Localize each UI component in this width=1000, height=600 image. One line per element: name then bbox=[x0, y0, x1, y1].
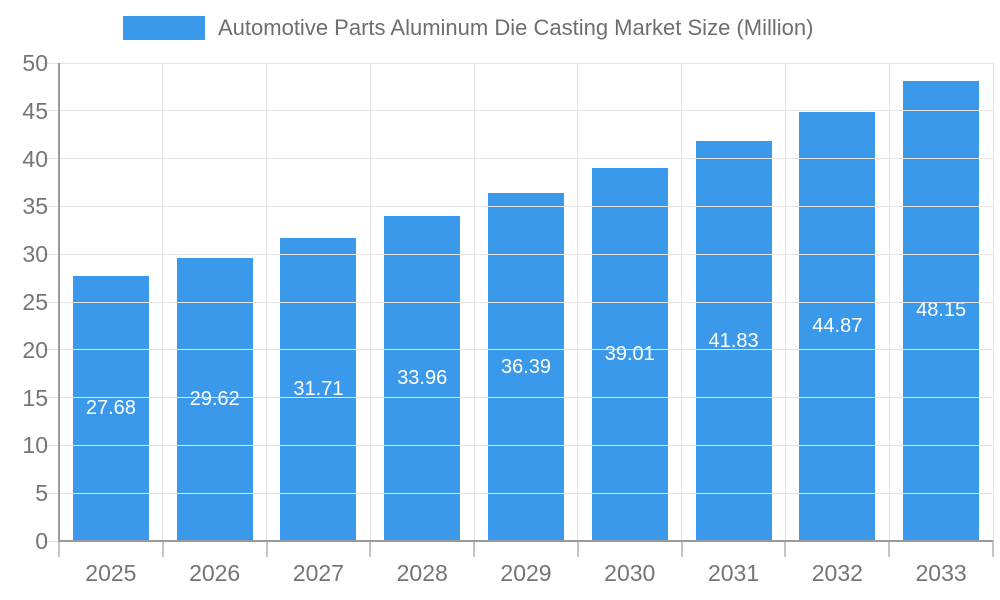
x-axis-tick-label: 2029 bbox=[500, 560, 552, 586]
h-gridline bbox=[43, 349, 993, 351]
h-gridline bbox=[43, 253, 993, 255]
bar-2028: 33.96 bbox=[384, 216, 461, 540]
h-gridline bbox=[43, 158, 993, 160]
bar-2031: 41.83 bbox=[695, 141, 772, 540]
h-gridline bbox=[43, 444, 993, 446]
bar-value-label: 29.62 bbox=[189, 387, 240, 410]
v-gridline bbox=[369, 63, 371, 541]
x-axis-tick-label: 2027 bbox=[292, 560, 345, 586]
bar-2029: 36.39 bbox=[488, 193, 564, 540]
x-axis-tick-label: 2031 bbox=[707, 560, 760, 586]
x-axis-tick-label: 2033 bbox=[915, 560, 967, 586]
x-axis-tick-label: 2028 bbox=[396, 560, 448, 586]
legend-swatch-icon bbox=[123, 16, 205, 40]
y-axis-tick-label: 0 bbox=[35, 528, 48, 554]
y-axis-line bbox=[58, 63, 60, 542]
x-axis-tick bbox=[369, 541, 372, 557]
y-axis-tick-label: 10 bbox=[22, 432, 48, 459]
bar-value-label: 27.68 bbox=[85, 397, 136, 420]
v-gridline bbox=[577, 63, 579, 541]
bar-value-label: 31.71 bbox=[293, 377, 344, 400]
bar-2033: 48.15 bbox=[903, 80, 980, 540]
bar-2026: 29.62 bbox=[176, 257, 253, 540]
v-gridline bbox=[162, 63, 164, 541]
x-axis-line bbox=[59, 540, 993, 542]
y-axis-tick-label: 15 bbox=[22, 384, 48, 411]
x-axis-tick bbox=[784, 541, 787, 557]
y-axis-tick-label: 50 bbox=[22, 50, 48, 76]
x-axis-tick bbox=[473, 541, 476, 557]
chart-legend[interactable]: Automotive Parts Aluminum Die Casting Ma… bbox=[123, 15, 813, 41]
x-axis-tick bbox=[58, 541, 60, 557]
bar-value-label: 48.15 bbox=[916, 299, 967, 322]
h-gridline bbox=[43, 110, 993, 112]
bar-value-label: 41.83 bbox=[708, 329, 759, 352]
h-gridline bbox=[43, 205, 993, 207]
y-axis-tick-label: 40 bbox=[22, 145, 48, 172]
x-axis-tick bbox=[265, 541, 268, 557]
x-axis-tick bbox=[680, 541, 683, 557]
v-gridline bbox=[784, 63, 786, 541]
y-axis-tick-label: 5 bbox=[35, 480, 48, 507]
chart-title: Automotive Parts Aluminum Die Casting Ma… bbox=[218, 15, 814, 40]
x-axis-tick bbox=[161, 541, 164, 557]
x-axis-tick-label: 2026 bbox=[189, 560, 241, 586]
v-gridline bbox=[681, 63, 683, 541]
y-axis-tick-label: 20 bbox=[22, 336, 48, 363]
x-axis-tick bbox=[576, 541, 579, 557]
bar-2030: 39.01 bbox=[591, 168, 668, 540]
bar-value-label: 33.96 bbox=[397, 367, 448, 390]
h-gridline bbox=[43, 62, 993, 64]
v-gridline bbox=[473, 63, 475, 541]
bar-value-label: 39.01 bbox=[604, 343, 655, 366]
v-gridline bbox=[992, 63, 994, 541]
plot-area: 27.68 29.62 31.71 33.96 36.39 39.01 41.83 44.87… bbox=[59, 63, 993, 541]
bar-2032: 44.87 bbox=[799, 112, 876, 540]
h-gridline bbox=[43, 492, 993, 494]
h-gridline bbox=[43, 301, 993, 303]
x-axis-tick-label: 2030 bbox=[604, 560, 656, 586]
y-axis-tick-label: 45 bbox=[22, 97, 48, 124]
x-axis-tick-label: 2025 bbox=[85, 560, 137, 586]
y-axis-tick-label: 30 bbox=[22, 241, 48, 268]
v-gridline bbox=[266, 63, 268, 541]
h-gridline bbox=[43, 397, 993, 399]
y-axis-tick-label: 25 bbox=[22, 289, 48, 315]
bar-value-label: 44.87 bbox=[812, 315, 863, 337]
bar-2027: 31.71 bbox=[280, 237, 357, 540]
y-axis-tick-label: 35 bbox=[22, 193, 48, 220]
bar-value-label: 36.39 bbox=[500, 355, 552, 378]
x-axis-tick bbox=[888, 541, 891, 557]
x-axis-tick-label: 2032 bbox=[811, 560, 863, 586]
bar-2025: 27.68 bbox=[72, 276, 149, 540]
v-gridline bbox=[888, 63, 890, 541]
x-axis-tick bbox=[992, 541, 994, 557]
